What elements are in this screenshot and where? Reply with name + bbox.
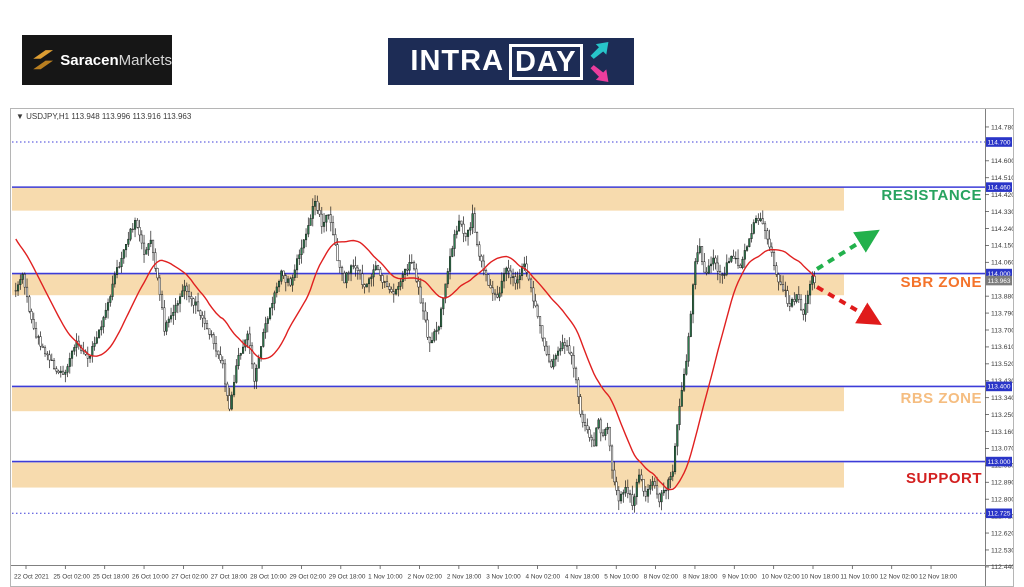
support-label: SUPPORT [905,470,982,487]
time-tick-label: 2 Nov 02:00 [408,574,443,581]
time-tick-label: 25 Oct 18:00 [93,574,130,581]
price-tick-label: 112.890 [991,480,1013,487]
time-tick-label: 22 Oct 2021 [14,574,49,581]
projection-arrows [815,229,882,326]
price-tick-label: 113.340 [991,395,1013,402]
highlighted-price-label: 113.400 [987,384,1010,391]
time-tick-label: 8 Nov 18:00 [683,574,718,581]
time-tick-label: 11 Nov 10:00 [840,574,878,581]
time-tick-label: 12 Nov 02:00 [880,574,918,581]
time-tick-label: 29 Oct 18:00 [329,574,366,581]
price-tick-label: 112.800 [991,497,1013,504]
time-axis: 22 Oct 2021 25 Oct 02:00 25 Oct 18:00 26 Oc… [14,565,958,581]
price-tick-label: 113.160 [991,429,1013,436]
price-tick-label: 113.880 [991,293,1013,300]
bullish-projection-arrow [815,229,880,271]
time-tick-label: 1 Nov 10:00 [368,574,403,581]
price-tick-label: 114.780 [991,124,1013,131]
saracen-markets-logo: SaracenMarkets [22,35,172,85]
price-tick-label: 112.620 [991,530,1013,537]
time-tick-label: 3 Nov 10:00 [486,574,521,581]
price-tick-label: 114.150 [991,243,1013,250]
time-tick-label: 4 Nov 02:00 [526,574,561,581]
price-tick-label: 114.060 [991,260,1013,267]
time-tick-label: 26 Oct 10:00 [132,574,169,581]
time-tick-label: 28 Oct 10:00 [250,574,287,581]
saracen-markets-wordmark: SaracenMarkets [60,52,172,69]
price-tick-label: 113.520 [991,361,1013,368]
brand-name-bold: Saracen [60,51,119,69]
intraday-wordmark-main: INTRA [410,45,505,77]
time-tick-label: 29 Oct 02:00 [289,574,326,581]
price-axis: 114.780 114.600 114.510 114.420 114.330 114.2… [985,124,1013,571]
price-tick-label: 113.790 [991,310,1013,317]
highlighted-price-label: 113.000 [987,459,1010,466]
brand-name-light: Markets [118,51,172,69]
highlighted-price-label: 114.000 [987,271,1010,278]
time-tick-label: 10 Nov 02:00 [762,574,800,581]
time-tick-label: 4 Nov 18:00 [565,574,600,581]
highlighted-price-label: 114.700 [987,139,1010,146]
sr-level-lines [12,141,985,514]
bearish-projection-arrow [815,285,882,326]
price-tick-label: 114.330 [991,209,1013,216]
time-tick-label: 2 Nov 18:00 [447,574,482,581]
sbr-zone-label: SBR ZONE [900,274,982,291]
price-tick-label: 113.070 [991,446,1013,453]
price-chart-panel: ▼ USDJPY,H1 113.948 113.996 113.916 113.… [10,108,1014,587]
rbs-zone-label: RBS ZONE [900,390,982,407]
price-tick-label: 112.530 [991,547,1013,554]
time-tick-label: 10 Nov 18:00 [801,574,839,581]
candlesticks [14,195,816,513]
intraday-wordmark-boxed: DAY [509,43,583,80]
time-tick-label: 8 Nov 02:00 [644,574,679,581]
time-tick-label: 25 Oct 02:00 [53,574,90,581]
sr-zones [12,187,844,488]
intraday-logo: INTRA DAY [388,38,634,85]
time-tick-label: 9 Nov 10:00 [722,574,757,581]
intraday-arrows-icon [590,41,608,82]
price-tick-label: 113.250 [991,412,1013,419]
resistance-label: RESISTANCE [881,187,982,204]
price-tick-label: 114.240 [991,226,1013,233]
symbol-info-line: ▼ USDJPY,H1 113.948 113.996 113.916 113.… [16,112,192,121]
candlestick-chart-surface[interactable]: 114.780 114.600 114.510 114.420 114.330 114.2… [11,109,1013,586]
time-tick-label: 27 Oct 18:00 [211,574,248,581]
highlighted-price-label: 113.963 [987,278,1010,285]
price-tick-label: 114.420 [991,192,1013,199]
highlighted-price-label: 114.460 [987,184,1010,191]
price-tick-label: 113.430 [991,378,1013,385]
time-tick-label: 12 Nov 18:00 [919,574,957,581]
time-tick-label: 27 Oct 02:00 [171,574,208,581]
axes [11,109,1013,586]
price-tick-label: 113.700 [991,327,1013,334]
time-tick-label: 5 Nov 10:00 [604,574,639,581]
saracen-s-icon [33,50,54,70]
moving-average-line [15,238,816,491]
price-tick-label: 113.610 [991,344,1013,351]
price-tick-label: 114.510 [991,175,1013,182]
price-tick-label: 112.440 [991,564,1013,571]
price-tick-label: 114.600 [991,158,1013,165]
highlighted-price-label: 112.725 [987,511,1010,518]
